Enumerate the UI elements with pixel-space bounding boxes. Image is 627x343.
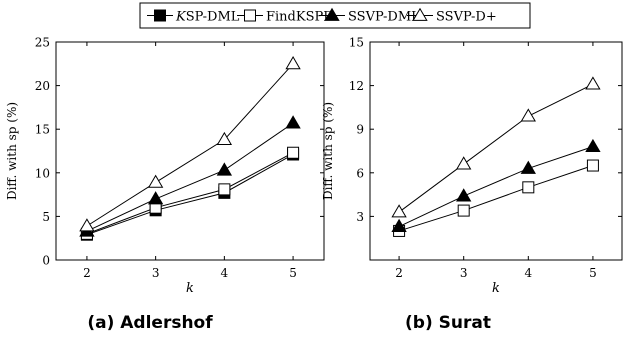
legend: KSP-DML FindKSPD SSVP-DML SSVP-D+ xyxy=(139,2,531,29)
y-tick-label: 15 xyxy=(349,36,364,50)
data-point-ssvp-dml xyxy=(585,138,601,153)
legend-marker-square-filled xyxy=(154,9,166,22)
series-line-findkspd xyxy=(398,165,594,232)
x-tick-label: 2 xyxy=(83,266,91,280)
series-line-ssvp-d- xyxy=(86,63,294,227)
data-point-findkspd xyxy=(586,159,599,172)
data-point-ssvp-dml xyxy=(147,191,164,205)
legend-label: SSVP-DML xyxy=(348,10,420,25)
y-tick-label: 15 xyxy=(35,123,50,137)
y-axis-label: Diff. with sp (%) xyxy=(321,102,335,200)
data-point-findkspd xyxy=(218,183,231,196)
x-tick-label: 4 xyxy=(221,266,229,280)
y-tick-label: 10 xyxy=(35,166,50,180)
series-line-ssvp-d- xyxy=(398,83,594,213)
plot-frame xyxy=(369,41,623,261)
data-point-ssvp-d- xyxy=(391,204,407,218)
y-tick-label: 5 xyxy=(42,210,50,224)
y-tick-label: 3 xyxy=(356,210,364,224)
data-point-ssvp-dml xyxy=(520,160,536,174)
data-point-ssvp-d- xyxy=(79,218,95,232)
legend-label: SSVP-D+ xyxy=(436,10,497,25)
series-line-ksp-dml xyxy=(86,154,294,236)
plot-frame xyxy=(55,41,325,261)
x-tick-label: 4 xyxy=(524,266,532,280)
legend-label: FindKSPD xyxy=(266,10,334,25)
y-tick-label: 20 xyxy=(35,79,50,93)
series-line-findkspd xyxy=(86,152,294,235)
x-tick-label: 3 xyxy=(152,266,160,280)
x-tick-label: 5 xyxy=(289,266,297,280)
caption-surat: (b) Surat xyxy=(405,313,491,333)
data-point-findkspd xyxy=(522,181,535,194)
data-point-ssvp-d- xyxy=(147,174,164,188)
x-axis-label: k xyxy=(492,281,500,296)
legend-marker-triangle-open xyxy=(412,7,428,21)
y-tick-label: 0 xyxy=(42,254,50,268)
data-point-ssvp-d- xyxy=(520,108,536,122)
x-tick-label: 2 xyxy=(395,266,403,280)
data-point-ssvp-dml xyxy=(285,115,301,129)
chart-adlershof: 0 5 10 15 20 25 2 3 4 5 k Diff. with sp (%) xyxy=(5,36,325,296)
y-tick-label: 25 xyxy=(35,36,50,50)
chart-surat: 3 6 9 12 15 2 3 4 5 k Diff. with sp (%) xyxy=(321,36,623,296)
data-point-ssvp-d- xyxy=(585,76,601,90)
y-tick-label: 9 xyxy=(356,123,364,137)
x-tick-label: 5 xyxy=(589,266,597,280)
data-point-findkspd xyxy=(287,146,300,159)
y-tick-label: 12 xyxy=(349,79,364,93)
data-point-findkspd xyxy=(457,204,470,217)
series-line-ssvp-dml xyxy=(86,122,294,232)
legend-marker-triangle-filled xyxy=(324,7,340,21)
data-point-ssvp-d- xyxy=(216,131,233,146)
legend-label: KSP-DML xyxy=(175,10,240,25)
y-tick-label: 6 xyxy=(356,166,364,180)
caption-adlershof: (a) Adlershof xyxy=(87,313,213,333)
data-point-ssvp-dml xyxy=(456,188,472,202)
series-line-ssvp-dml xyxy=(398,146,594,228)
x-axis-label: k xyxy=(186,281,194,296)
data-point-ssvp-d- xyxy=(285,56,301,70)
x-tick-label: 3 xyxy=(460,266,468,280)
data-point-ssvp-dml xyxy=(391,218,407,232)
data-point-ssvp-dml xyxy=(216,162,233,176)
y-axis-label: Diff. with sp (%) xyxy=(5,102,19,200)
data-point-ssvp-d- xyxy=(456,156,472,170)
legend-marker-square-open xyxy=(244,9,256,22)
